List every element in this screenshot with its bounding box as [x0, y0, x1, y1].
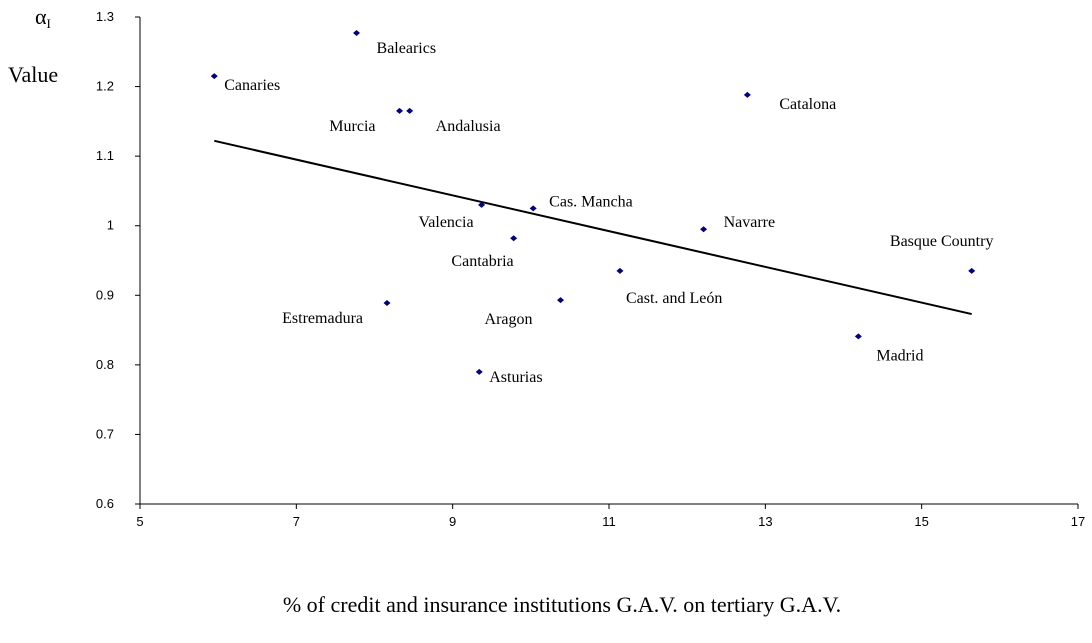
point — [396, 107, 404, 114]
y-tick-label: 0.9 — [96, 287, 114, 302]
y-label-symbol: αI — [35, 4, 51, 31]
y-tick-label: 0.8 — [96, 357, 114, 372]
point — [968, 267, 976, 274]
point-label: Canaries — [224, 77, 280, 94]
point — [383, 299, 391, 306]
x-tick-label: 11 — [602, 514, 616, 529]
point — [210, 73, 218, 80]
point-label: Cast. and León — [626, 290, 722, 307]
y-tick-label: 1 — [107, 218, 114, 233]
y-tick-label: 0.6 — [96, 496, 114, 511]
point — [854, 333, 862, 340]
x-tick-label: 17 — [1071, 514, 1085, 529]
y-tick-label: 1.1 — [96, 148, 114, 163]
point-label: Cantabria — [451, 253, 513, 270]
y-label: Value — [8, 62, 58, 87]
point — [475, 368, 483, 375]
x-tick-label: 13 — [758, 514, 772, 529]
trend-line — [214, 139, 972, 316]
point — [353, 30, 361, 37]
point-label: Asturias — [489, 369, 542, 386]
x-tick-label: 15 — [914, 514, 928, 529]
point-label: Valencia — [419, 214, 474, 231]
point — [510, 235, 518, 242]
point-label: Estremadura — [282, 310, 363, 327]
point-label: Cas. Mancha — [549, 193, 633, 210]
x-tick-label: 7 — [293, 514, 300, 529]
point — [557, 297, 565, 304]
point — [529, 205, 537, 212]
x-tick-label: 5 — [136, 514, 143, 529]
point-label: Navarre — [724, 214, 776, 231]
y-tick-label: 0.7 — [96, 426, 114, 441]
point-label: Murcia — [329, 118, 375, 135]
point-label: Andalusia — [436, 118, 501, 135]
point-label: Balearics — [377, 40, 437, 57]
point — [743, 91, 751, 98]
y-tick-label: 1.3 — [96, 9, 114, 24]
x-label: % of credit and insurance institutions G… — [283, 592, 841, 617]
point — [406, 107, 414, 114]
point-label: Catalona — [779, 96, 836, 113]
point — [478, 201, 486, 208]
point — [700, 226, 708, 233]
x-tick-label: 9 — [449, 514, 456, 529]
point-label: Madrid — [876, 347, 923, 364]
y-tick-label: 1.2 — [96, 79, 114, 94]
point — [616, 267, 624, 274]
point-label: Aragon — [485, 311, 533, 328]
point-label: Basque Country — [890, 233, 994, 250]
